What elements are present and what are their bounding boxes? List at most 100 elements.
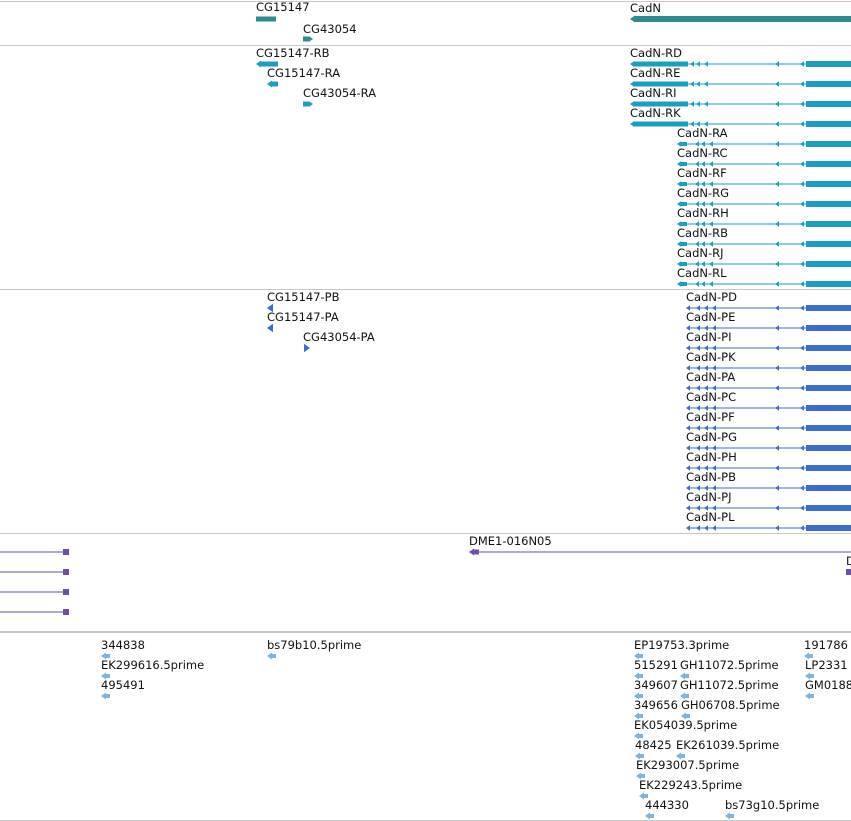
clone-end[interactable]: [63, 589, 69, 595]
transcript-intron-arrow[interactable]: [775, 121, 779, 127]
transcript-intron-arrow[interactable]: [690, 101, 694, 107]
transcript-intron-arrow[interactable]: [690, 121, 694, 127]
est-glyph[interactable]: [725, 812, 730, 820]
protein-arrow[interactable]: [686, 445, 690, 451]
protein-intron-arrow[interactable]: [800, 385, 804, 391]
est-label[interactable]: 344838: [101, 638, 145, 652]
transcript-exon[interactable]: [680, 282, 687, 286]
protein-intron-arrow[interactable]: [800, 525, 804, 531]
est-glyph[interactable]: [635, 752, 640, 760]
protein-intron-arrow[interactable]: [800, 365, 804, 371]
transcript-intron-arrow[interactable]: [695, 281, 699, 287]
transcript-intron-arrow[interactable]: [775, 281, 779, 287]
protein-intron-arrow[interactable]: [800, 445, 804, 451]
est-glyph[interactable]: [805, 672, 810, 680]
clone-label[interactable]: DME1-016N05: [469, 534, 552, 548]
est-glyph[interactable]: [639, 792, 644, 800]
protein-intron-arrow[interactable]: [712, 505, 716, 511]
clone-end[interactable]: [846, 569, 851, 575]
protein-intron-arrow[interactable]: [800, 325, 804, 331]
est-glyph[interactable]: [645, 812, 650, 820]
transcript-exon[interactable]: [806, 241, 851, 247]
transcript-intron-arrow[interactable]: [800, 281, 804, 287]
protein-label[interactable]: CadN-PK: [686, 350, 736, 364]
est-label[interactable]: GH11072.5prime: [680, 678, 779, 692]
protein-label[interactable]: CadN-PL: [686, 510, 735, 524]
transcript-intron-arrow[interactable]: [701, 141, 705, 147]
est-glyph[interactable]: [634, 672, 639, 680]
transcript-arrow[interactable]: [267, 80, 272, 88]
est-glyph[interactable]: [809, 674, 814, 678]
protein-label[interactable]: CG15147-PB: [267, 290, 340, 304]
protein-intron-arrow[interactable]: [696, 305, 700, 311]
transcript-intron-arrow[interactable]: [690, 81, 694, 87]
protein-intron-arrow[interactable]: [704, 505, 708, 511]
transcript-intron-arrow[interactable]: [709, 261, 713, 267]
gene-arrow[interactable]: [309, 36, 313, 42]
est-glyph[interactable]: [639, 754, 644, 758]
protein-label[interactable]: CG43054-PA: [303, 330, 375, 344]
protein-intron-arrow[interactable]: [775, 385, 779, 391]
transcript-label[interactable]: CadN-RF: [677, 166, 727, 180]
transcript-intron-arrow[interactable]: [696, 101, 700, 107]
transcript-intron-arrow[interactable]: [775, 261, 779, 267]
transcript-exon[interactable]: [806, 181, 851, 187]
transcript-exon[interactable]: [806, 261, 851, 267]
transcript-intron-arrow[interactable]: [800, 121, 804, 127]
protein-intron-arrow[interactable]: [775, 445, 779, 451]
protein-intron-arrow[interactable]: [704, 485, 708, 491]
transcript-label[interactable]: CadN-RC: [677, 146, 728, 160]
protein-label[interactable]: CadN-PB: [686, 470, 736, 484]
est-label[interactable]: GH11072.5prime: [680, 658, 779, 672]
transcript-intron-arrow[interactable]: [709, 221, 713, 227]
est-glyph[interactable]: [267, 652, 272, 660]
protein-intron-arrow[interactable]: [696, 485, 700, 491]
protein-label[interactable]: CadN-PI: [686, 330, 732, 344]
transcript-label[interactable]: CadN-RI: [630, 86, 677, 100]
transcript-intron-arrow[interactable]: [704, 81, 708, 87]
transcript-intron-arrow[interactable]: [800, 101, 804, 107]
transcript-intron-arrow[interactable]: [800, 161, 804, 167]
est-label[interactable]: bs79b10.5prime: [267, 638, 362, 652]
protein-arrow[interactable]: [686, 425, 690, 431]
transcript-intron-arrow[interactable]: [696, 121, 700, 127]
transcript-label[interactable]: CadN-RD: [630, 46, 682, 60]
est-glyph[interactable]: [809, 694, 814, 698]
protein-intron-arrow[interactable]: [775, 365, 779, 371]
protein-intron-arrow[interactable]: [775, 465, 779, 471]
protein-label[interactable]: CadN-PE: [686, 310, 736, 324]
protein-intron-arrow[interactable]: [712, 465, 716, 471]
transcript-intron-arrow[interactable]: [704, 101, 708, 107]
protein-arrow[interactable]: [686, 525, 690, 531]
transcript-exon[interactable]: [680, 202, 687, 206]
est-glyph[interactable]: [271, 654, 276, 658]
gene-glyph[interactable]: [634, 16, 851, 22]
est-label[interactable]: 495491: [101, 678, 145, 692]
protein-arrow[interactable]: [686, 505, 690, 511]
transcript-intron-arrow[interactable]: [696, 81, 700, 87]
protein-intron-arrow[interactable]: [704, 405, 708, 411]
protein-intron-arrow[interactable]: [696, 325, 700, 331]
protein-intron-arrow[interactable]: [775, 485, 779, 491]
transcript-exon[interactable]: [633, 81, 688, 87]
transcript-exon[interactable]: [806, 141, 851, 147]
transcript-intron-arrow[interactable]: [701, 221, 705, 227]
protein-intron-arrow[interactable]: [704, 305, 708, 311]
protein-intron-arrow[interactable]: [775, 425, 779, 431]
est-glyph[interactable]: [680, 754, 685, 758]
protein-intron-arrow[interactable]: [712, 485, 716, 491]
protein-intron-arrow[interactable]: [712, 305, 716, 311]
clone-end[interactable]: [63, 569, 69, 575]
est-glyph[interactable]: [105, 674, 110, 678]
protein-intron-arrow[interactable]: [696, 505, 700, 511]
transcript-arrow[interactable]: [256, 60, 261, 68]
est-label[interactable]: 349656: [634, 698, 678, 712]
transcript-intron-arrow[interactable]: [709, 241, 713, 247]
transcript-label[interactable]: CadN-RB: [677, 226, 729, 240]
transcript-label[interactable]: CadN-RE: [630, 66, 681, 80]
transcript-intron-arrow[interactable]: [775, 81, 779, 87]
transcript-exon[interactable]: [806, 281, 851, 287]
transcript-exon[interactable]: [680, 142, 687, 146]
est-glyph[interactable]: [636, 772, 641, 780]
est-glyph[interactable]: [804, 652, 809, 660]
